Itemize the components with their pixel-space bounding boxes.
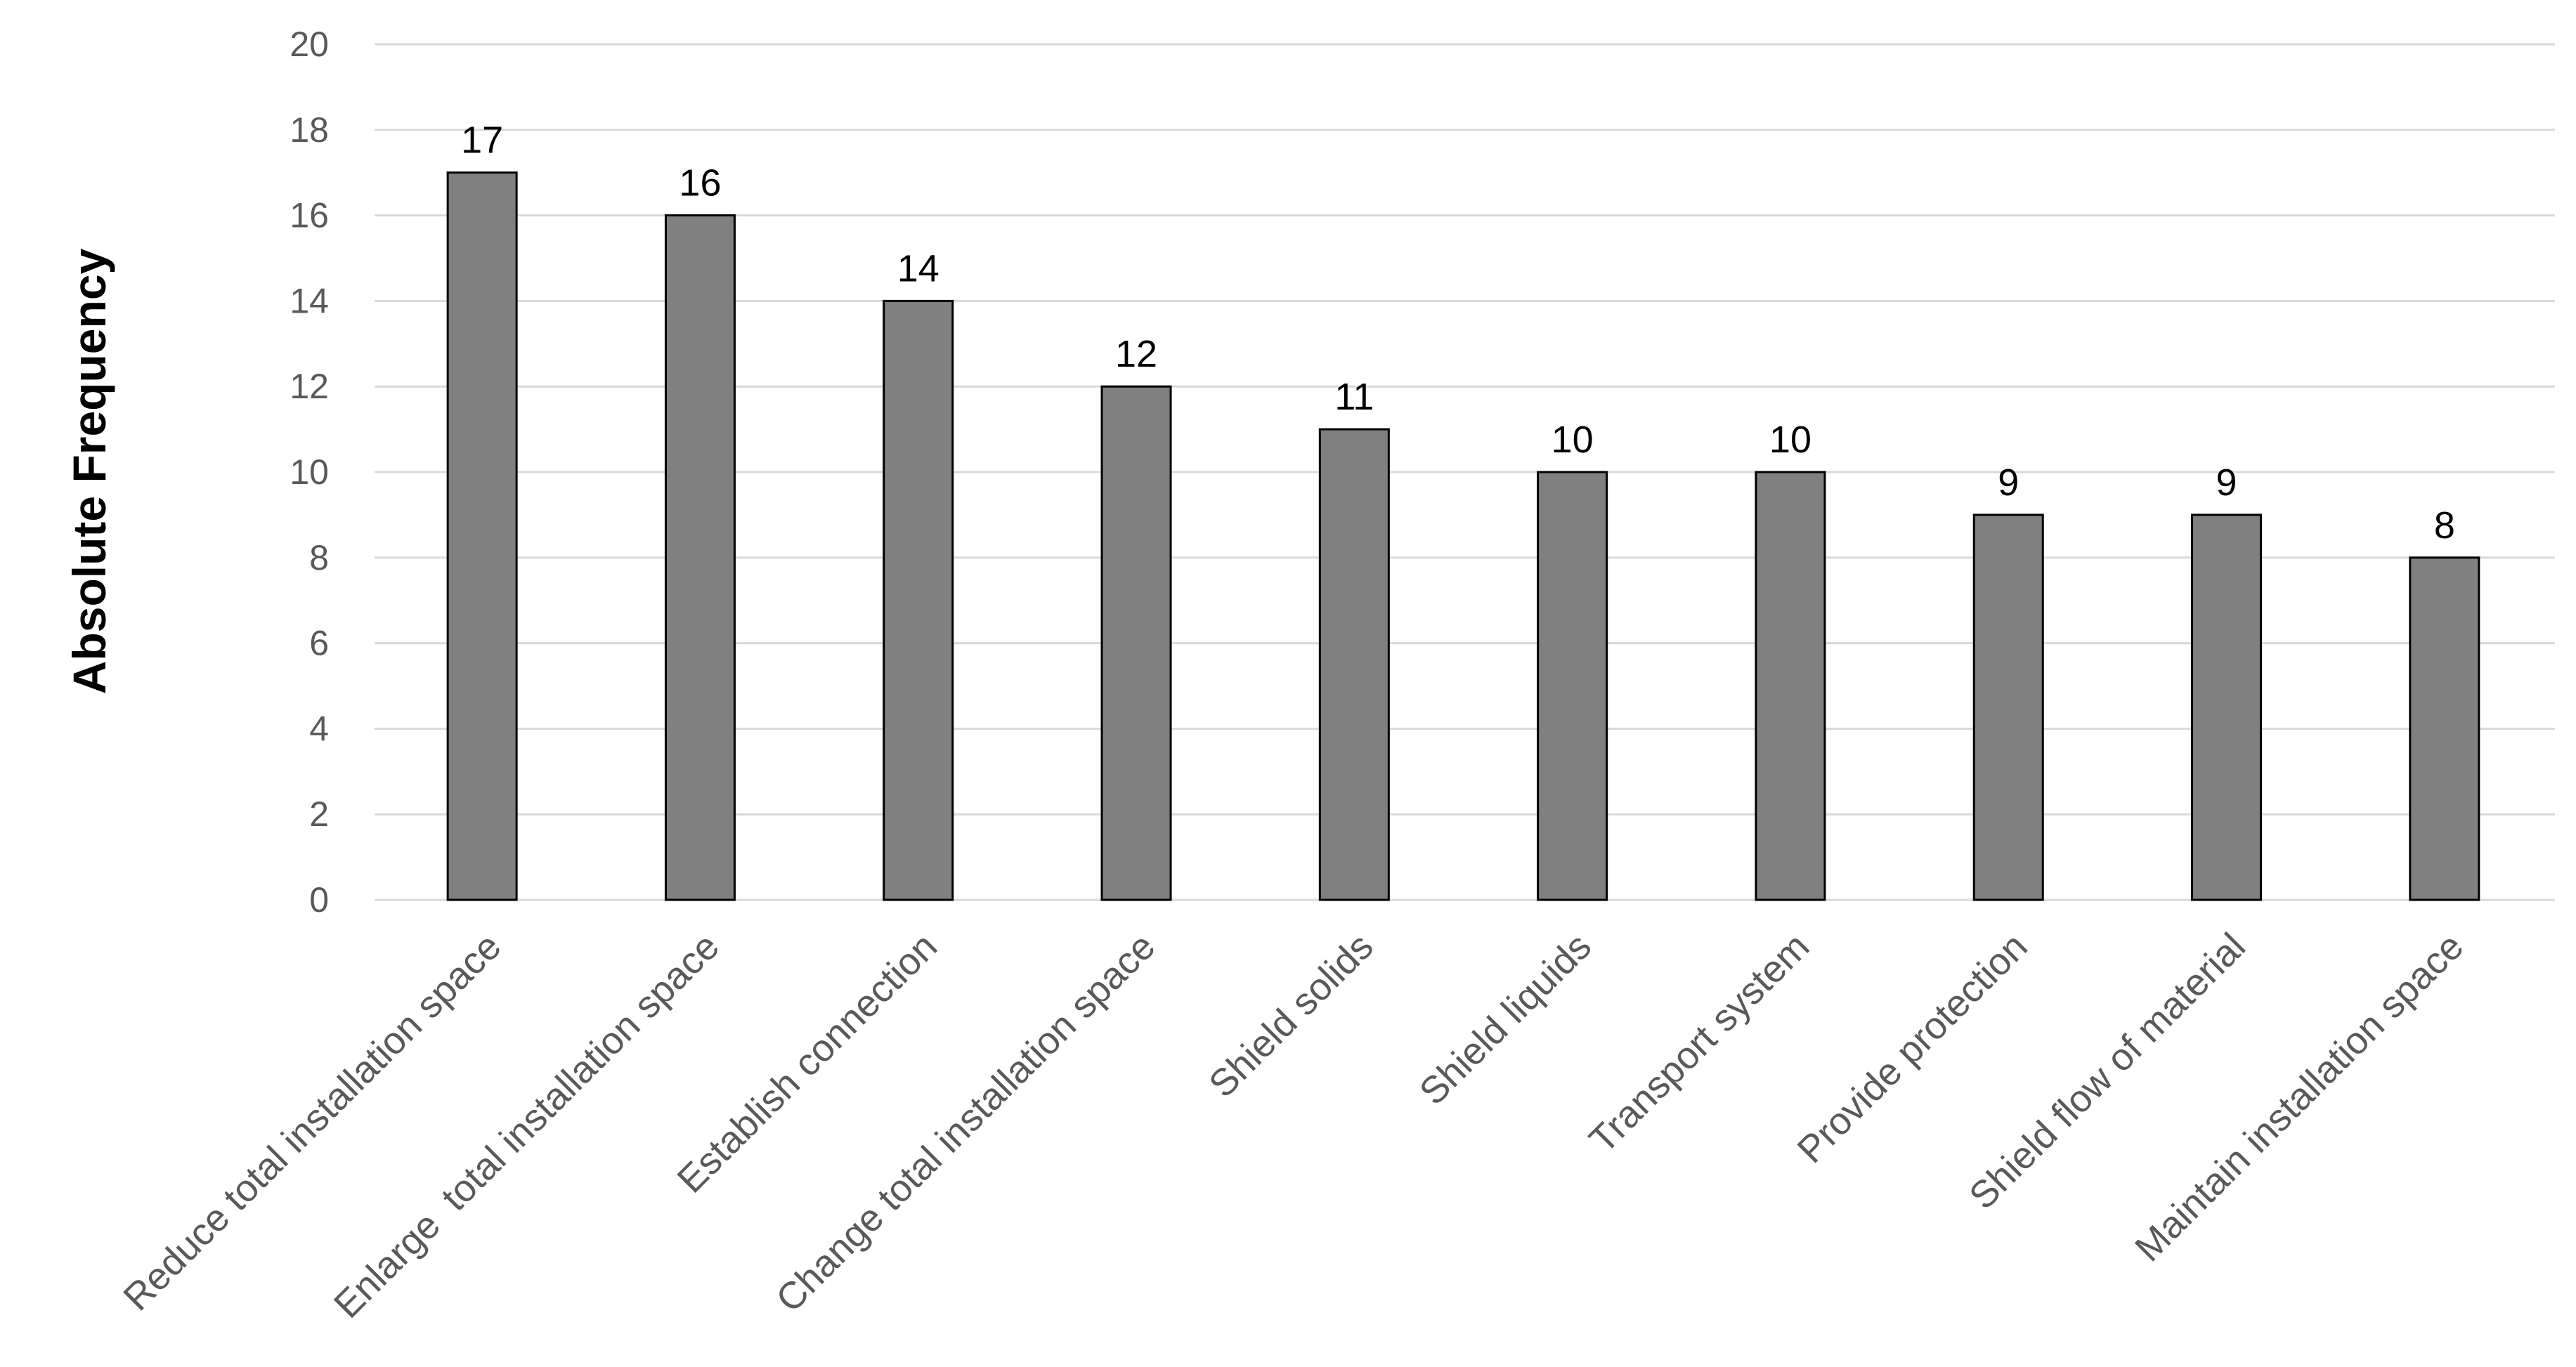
x-category-label: Enlarge total installation space: [326, 925, 727, 1326]
bar: [2191, 514, 2263, 901]
y-tick-label: 16: [290, 196, 329, 235]
data-label: 9: [1998, 462, 2019, 504]
bar: [1318, 428, 1390, 901]
y-tick-label: 18: [290, 110, 329, 150]
data-label: 11: [1334, 376, 1374, 418]
bars: [446, 171, 2480, 901]
data-label: 16: [679, 162, 721, 204]
x-category-label: Change total installation space: [768, 925, 1164, 1321]
y-tick-label: 8: [309, 538, 329, 577]
data-label: 10: [1769, 419, 1811, 461]
bar: [883, 299, 954, 901]
data-label: 9: [2216, 462, 2237, 504]
data-label: 17: [461, 119, 503, 162]
y-tick-label: 10: [290, 452, 329, 492]
data-label: 14: [897, 247, 939, 289]
gridlines: [375, 43, 2555, 901]
y-tick-label: 4: [309, 709, 329, 748]
y-tick-label: 2: [309, 794, 329, 834]
x-category-label: Provide protection: [1790, 925, 2036, 1171]
x-category-label: Shield solids: [1201, 925, 1381, 1106]
bar: [1755, 471, 1826, 901]
y-tick-label: 14: [290, 281, 329, 320]
y-axis-ticks: 0 2 4 6 8 10 12 14 16 18 20: [290, 25, 329, 920]
y-axis-title: Absolute Frequency: [63, 248, 115, 694]
data-label: 8: [2434, 504, 2455, 547]
x-category-label: Shield liquids: [1412, 925, 1599, 1113]
y-tick-label: 6: [309, 624, 329, 663]
bar: [664, 214, 736, 901]
x-category-label: Reduce total installation space: [115, 925, 509, 1319]
bar: [1100, 385, 1172, 901]
x-category-label: Transport system: [1581, 925, 1817, 1161]
bar: [1972, 514, 2044, 901]
bar: [446, 171, 518, 901]
y-tick-label: 0: [309, 880, 329, 920]
data-label: 10: [1552, 419, 1594, 461]
y-tick-label: 20: [290, 25, 329, 64]
data-labels: 17 16 14 12 11 10 10 9 9 8: [461, 119, 2455, 547]
y-tick-label: 12: [290, 367, 329, 406]
bar: [1537, 471, 1608, 901]
bar: [2409, 556, 2480, 901]
data-label: 12: [1115, 333, 1157, 375]
